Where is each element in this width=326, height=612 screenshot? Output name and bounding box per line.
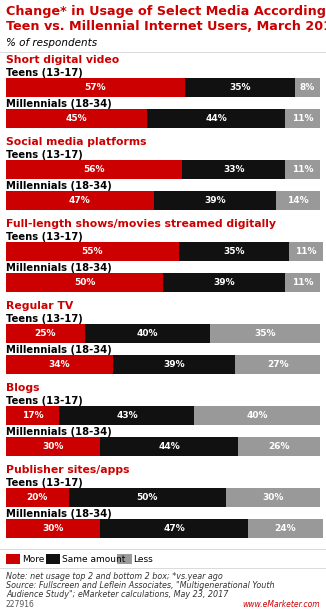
Text: 17%: 17% xyxy=(22,411,43,420)
Text: Teens (13-17): Teens (13-17) xyxy=(6,150,83,160)
Text: Teens (13-17): Teens (13-17) xyxy=(6,396,83,406)
Text: Same amount: Same amount xyxy=(62,554,126,564)
Text: Teen vs. Millennial Internet Users, March 2017: Teen vs. Millennial Internet Users, Marc… xyxy=(6,20,326,33)
Text: 14%: 14% xyxy=(287,196,309,205)
Text: 39%: 39% xyxy=(204,196,226,205)
Text: Audience Study"; eMarketer calculations, May 23, 2017: Audience Study"; eMarketer calculations,… xyxy=(6,590,229,599)
Text: 35%: 35% xyxy=(254,329,276,338)
Text: 34%: 34% xyxy=(49,360,70,369)
Text: www.eMarketer.com: www.eMarketer.com xyxy=(242,600,320,609)
Text: 44%: 44% xyxy=(158,442,180,451)
Text: 30%: 30% xyxy=(262,493,284,502)
Text: 227916: 227916 xyxy=(6,600,35,609)
Text: 43%: 43% xyxy=(116,411,138,420)
Text: 35%: 35% xyxy=(229,83,251,92)
Text: Millennials (18-34): Millennials (18-34) xyxy=(6,509,112,519)
Text: 55%: 55% xyxy=(82,247,103,256)
Text: Millennials (18-34): Millennials (18-34) xyxy=(6,345,112,355)
Text: 50%: 50% xyxy=(137,493,158,502)
Text: 11%: 11% xyxy=(292,165,314,174)
Text: Blogs: Blogs xyxy=(6,383,39,393)
Text: Publisher sites/apps: Publisher sites/apps xyxy=(6,465,129,475)
Text: 45%: 45% xyxy=(66,114,87,123)
Text: 44%: 44% xyxy=(205,114,227,123)
Text: 56%: 56% xyxy=(83,165,105,174)
Text: 27%: 27% xyxy=(267,360,289,369)
Text: Less: Less xyxy=(134,554,153,564)
Text: 50%: 50% xyxy=(74,278,95,287)
Text: Change* in Usage of Select Media According to US: Change* in Usage of Select Media Accordi… xyxy=(6,5,326,18)
Text: 39%: 39% xyxy=(163,360,185,369)
Text: Millennials (18-34): Millennials (18-34) xyxy=(6,181,112,191)
Text: Regular TV: Regular TV xyxy=(6,301,73,311)
Text: Teens (13-17): Teens (13-17) xyxy=(6,478,83,488)
Text: 30%: 30% xyxy=(42,442,64,451)
Text: Social media platforms: Social media platforms xyxy=(6,137,146,147)
Text: 8%: 8% xyxy=(300,83,315,92)
Text: Teens (13-17): Teens (13-17) xyxy=(6,314,83,324)
Text: 57%: 57% xyxy=(85,83,106,92)
Text: 47%: 47% xyxy=(163,524,185,533)
Text: Teens (13-17): Teens (13-17) xyxy=(6,68,83,78)
Text: 39%: 39% xyxy=(214,278,235,287)
Text: 11%: 11% xyxy=(292,114,314,123)
Text: 47%: 47% xyxy=(69,196,91,205)
Text: 26%: 26% xyxy=(268,442,290,451)
Text: Note: net usage top 2 and bottom 2 box; *vs.year ago: Note: net usage top 2 and bottom 2 box; … xyxy=(6,572,223,581)
Text: More: More xyxy=(22,554,44,564)
Text: Teens (13-17): Teens (13-17) xyxy=(6,232,83,242)
Text: Millennials (18-34): Millennials (18-34) xyxy=(6,263,112,273)
Text: % of respondents: % of respondents xyxy=(6,38,97,48)
Text: Short digital video: Short digital video xyxy=(6,55,119,65)
Text: 11%: 11% xyxy=(292,278,314,287)
Text: Full-length shows/movies streamed digitally: Full-length shows/movies streamed digita… xyxy=(6,219,276,229)
Text: Millennials (18-34): Millennials (18-34) xyxy=(6,99,112,109)
Text: 30%: 30% xyxy=(42,524,64,533)
Text: 20%: 20% xyxy=(27,493,48,502)
Text: 40%: 40% xyxy=(137,329,158,338)
Text: 25%: 25% xyxy=(35,329,56,338)
Text: 11%: 11% xyxy=(295,247,317,256)
Text: Source: Fullscreen and Leflein Associates, "Multigenerational Youth: Source: Fullscreen and Leflein Associate… xyxy=(6,581,274,590)
Text: 24%: 24% xyxy=(274,524,296,533)
Text: Millennials (18-34): Millennials (18-34) xyxy=(6,427,112,437)
Text: 40%: 40% xyxy=(246,411,268,420)
Text: 35%: 35% xyxy=(223,247,244,256)
Text: 33%: 33% xyxy=(223,165,244,174)
